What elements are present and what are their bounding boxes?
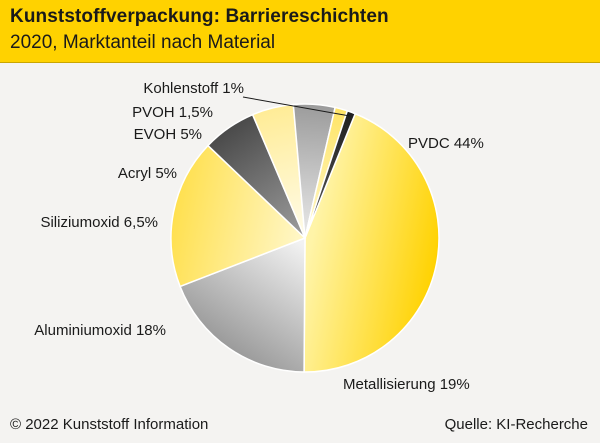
label-metallisierung: Metallisierung 19% [343,376,470,393]
leader-line-kohlenstoff [242,96,350,117]
slice-pvdc [303,112,440,373]
label-evoh: EVOH 5% [134,126,202,143]
label-kohlenstoff: Kohlenstoff 1% [143,80,244,97]
slice-labels: PVDC 44% Metallisierung 19% Aluminiumoxid … [34,80,484,393]
copyright-text: © 2022 Kunststoff Information [10,416,209,433]
chart-header: Kunststoffverpackung: Barriereschichten … [0,0,600,63]
slice-aluminiumoxid [170,144,307,288]
slice-kohlenstoff [304,109,357,239]
label-acryl: Acryl 5% [118,165,177,182]
label-pvdc: PVDC 44% [408,135,484,152]
pie-slices [170,103,440,373]
chart-title: Kunststoffverpackung: Barriereschichten [10,6,389,27]
slice-metallisierung [179,236,306,373]
label-aluminiumoxid: Aluminiumoxid 18% [34,322,166,339]
chart-subtitle: 2020, Marktanteil nach Material [10,32,276,53]
label-pvoh: PVOH 1,5% [132,104,213,121]
source-text: Quelle: KI-Recherche [444,416,588,433]
leader-lines [242,96,350,117]
label-siliziumoxid: Siliziumoxid 6,5% [40,214,158,231]
